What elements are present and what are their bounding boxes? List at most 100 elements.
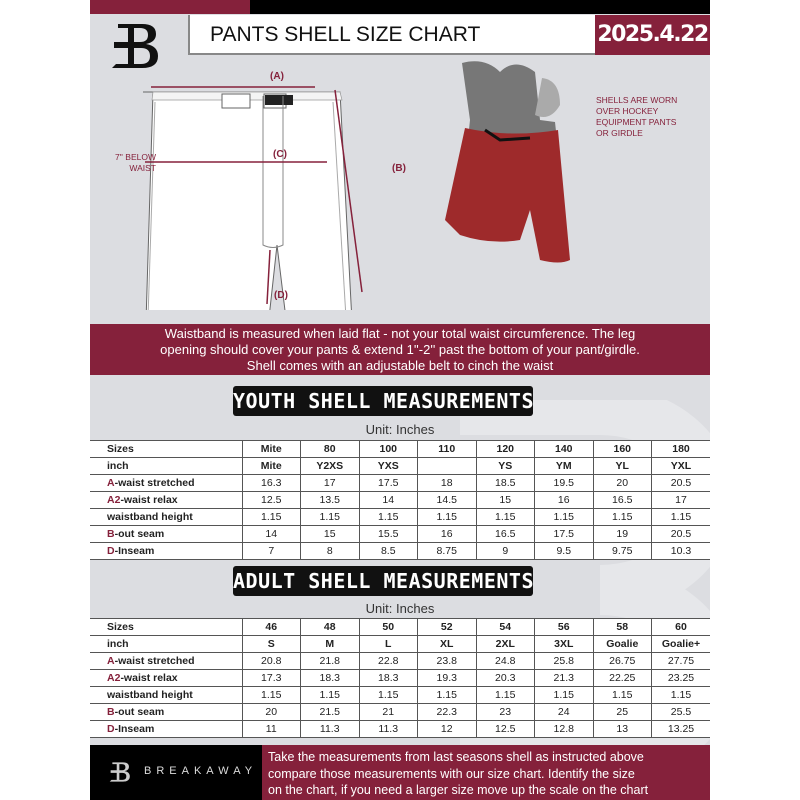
table-cell: 9.75 [592, 542, 652, 560]
table-cell: 1.15 [300, 508, 360, 526]
table-cell: 1.15 [358, 508, 418, 526]
table-cell: 11 [241, 720, 301, 738]
buckle-icon [265, 95, 293, 105]
table-cell: 50 [358, 618, 418, 636]
table-cell: 18.3 [358, 669, 418, 687]
table-cell: 56 [534, 618, 594, 636]
label-a: (A) [270, 71, 284, 82]
table-cell: 120 [475, 440, 535, 458]
table-cell: 100 [358, 440, 418, 458]
measuring-instructions: Waistband is measured when laid flat - n… [90, 324, 710, 375]
table-cell: 17 [300, 474, 360, 492]
row-label-text: -waist stretched [114, 655, 195, 667]
table-cell: 21.5 [300, 703, 360, 721]
table-cell: 1.15 [241, 508, 301, 526]
row-label: B-out seam [90, 703, 243, 721]
row-label: inch [90, 635, 243, 653]
measurement-code: B [107, 528, 115, 540]
adult-unit-label: Unit: Inches [365, 601, 435, 616]
table-cell: 16 [417, 525, 477, 543]
note-line: SHELLS ARE WORN [596, 95, 678, 105]
table-cell: 23 [475, 703, 535, 721]
table-cell: 1.15 [300, 686, 360, 704]
youth-section-title: YOUTH SHELL MEASUREMENTS [233, 386, 533, 416]
table-cell: 26.75 [592, 652, 652, 670]
below-waist-note: 7'' BELOW WAIST [96, 152, 156, 174]
footer-line: Take the measurements from last seasons … [268, 750, 644, 764]
table-cell: 23.25 [651, 669, 710, 687]
table-cell: 15 [300, 525, 360, 543]
table-cell: Goalie [592, 635, 652, 653]
table-cell: YL [592, 457, 652, 475]
table-cell: Goalie+ [651, 635, 710, 653]
table-cell: 1.15 [651, 686, 710, 704]
measurement-code: A2 [107, 672, 121, 684]
table-cell: 20.8 [241, 652, 301, 670]
table-cell: 14.5 [417, 491, 477, 509]
youth-unit-label: Unit: Inches [365, 422, 435, 437]
table-cell: YM [534, 457, 594, 475]
table-cell: 12.5 [475, 720, 535, 738]
breakaway-logo [112, 24, 158, 68]
table-cell: 22.25 [592, 669, 652, 687]
note-line: 7'' BELOW [114, 152, 156, 162]
row-label-text: -out seam [114, 528, 165, 540]
note-line: EQUIPMENT PANTS [596, 117, 677, 127]
table-cell: 20.5 [651, 474, 710, 492]
table-cell: 9.5 [534, 542, 594, 560]
table-cell: 60 [651, 618, 710, 636]
table-cell: YXL [651, 457, 710, 475]
table-cell: 27.75 [651, 652, 710, 670]
row-label-text: -out seam [114, 706, 165, 718]
table-row: A-waist stretched 20.8 21.8 22.8 23.8 24.8 25.… [90, 652, 710, 670]
table-cell: 15.5 [358, 525, 418, 543]
table-row: inch Mite Y2XS YXS YS YM YL YXL [90, 457, 710, 475]
table-cell: M [300, 635, 360, 653]
table-row: A2-waist relax 17.3 18.3 18.3 19.3 20.3 21.3 22… [90, 669, 710, 687]
table-cell: 18.3 [300, 669, 360, 687]
title-box: PANTS SHELL SIZE CHART [188, 15, 596, 55]
table-cell: 24 [534, 703, 594, 721]
label-b: (B) [392, 163, 406, 174]
table-cell: 58 [592, 618, 652, 636]
table-cell: 16.3 [241, 474, 301, 492]
instruction-line: opening should cover your pants & extend… [160, 342, 640, 357]
note-line: WAIST [129, 163, 156, 173]
row-label-text: -waist relax [120, 672, 178, 684]
table-cell: 14 [241, 525, 301, 543]
table-cell: 19.3 [417, 669, 477, 687]
measurement-code: A [107, 655, 115, 667]
table-cell: 13.5 [300, 491, 360, 509]
pants-diagram: (A) (C) (B) (D) [143, 61, 570, 310]
table-cell: 1.15 [534, 686, 594, 704]
table-cell: 13 [592, 720, 652, 738]
note-line: OR GIRDLE [596, 128, 643, 138]
adult-size-table: Sizes 46 48 50 52 54 56 58 60 inch S M L XL 2XL 3XL Goal… [90, 618, 710, 738]
size-chart-sheet: PANTS SHELL SIZE CHART 2025.4.22 (A) (C)… [90, 0, 710, 800]
measurement-code: A2 [107, 494, 121, 506]
table-cell: 3XL [534, 635, 594, 653]
table-cell: 8.75 [417, 542, 477, 560]
measurement-code: D [107, 723, 115, 735]
row-label: Sizes [90, 618, 243, 636]
youth-size-table: Sizes Mite 80 100 110 120 140 160 180 inch Mite Y2X… [90, 440, 710, 560]
page-title: PANTS SHELL SIZE CHART [210, 23, 481, 46]
shell-pants-image [445, 128, 570, 263]
table-cell: 1.15 [417, 686, 477, 704]
table-row: Sizes Mite 80 100 110 120 140 160 180 [90, 440, 710, 458]
row-label-text: -Inseam [114, 723, 155, 735]
table-cell: 17.5 [534, 525, 594, 543]
table-cell: 12.8 [534, 720, 594, 738]
row-label: D-Inseam [90, 542, 243, 560]
table-cell: 2XL [475, 635, 535, 653]
table-cell: 20.5 [651, 525, 710, 543]
table-cell: 18 [417, 474, 477, 492]
table-cell: 1.15 [475, 686, 535, 704]
top-black-bar [250, 0, 710, 14]
shell-note: SHELLS ARE WORN OVER HOCKEY EQUIPMENT PA… [596, 95, 677, 139]
table-row: waistband height 1.15 1.15 1.15 1.15 1.15 1.15… [90, 508, 710, 526]
row-label: A2-waist relax [90, 491, 243, 509]
table-cell: 1.15 [534, 508, 594, 526]
label-c: (C) [273, 149, 287, 160]
table-cell: 18.5 [475, 474, 535, 492]
